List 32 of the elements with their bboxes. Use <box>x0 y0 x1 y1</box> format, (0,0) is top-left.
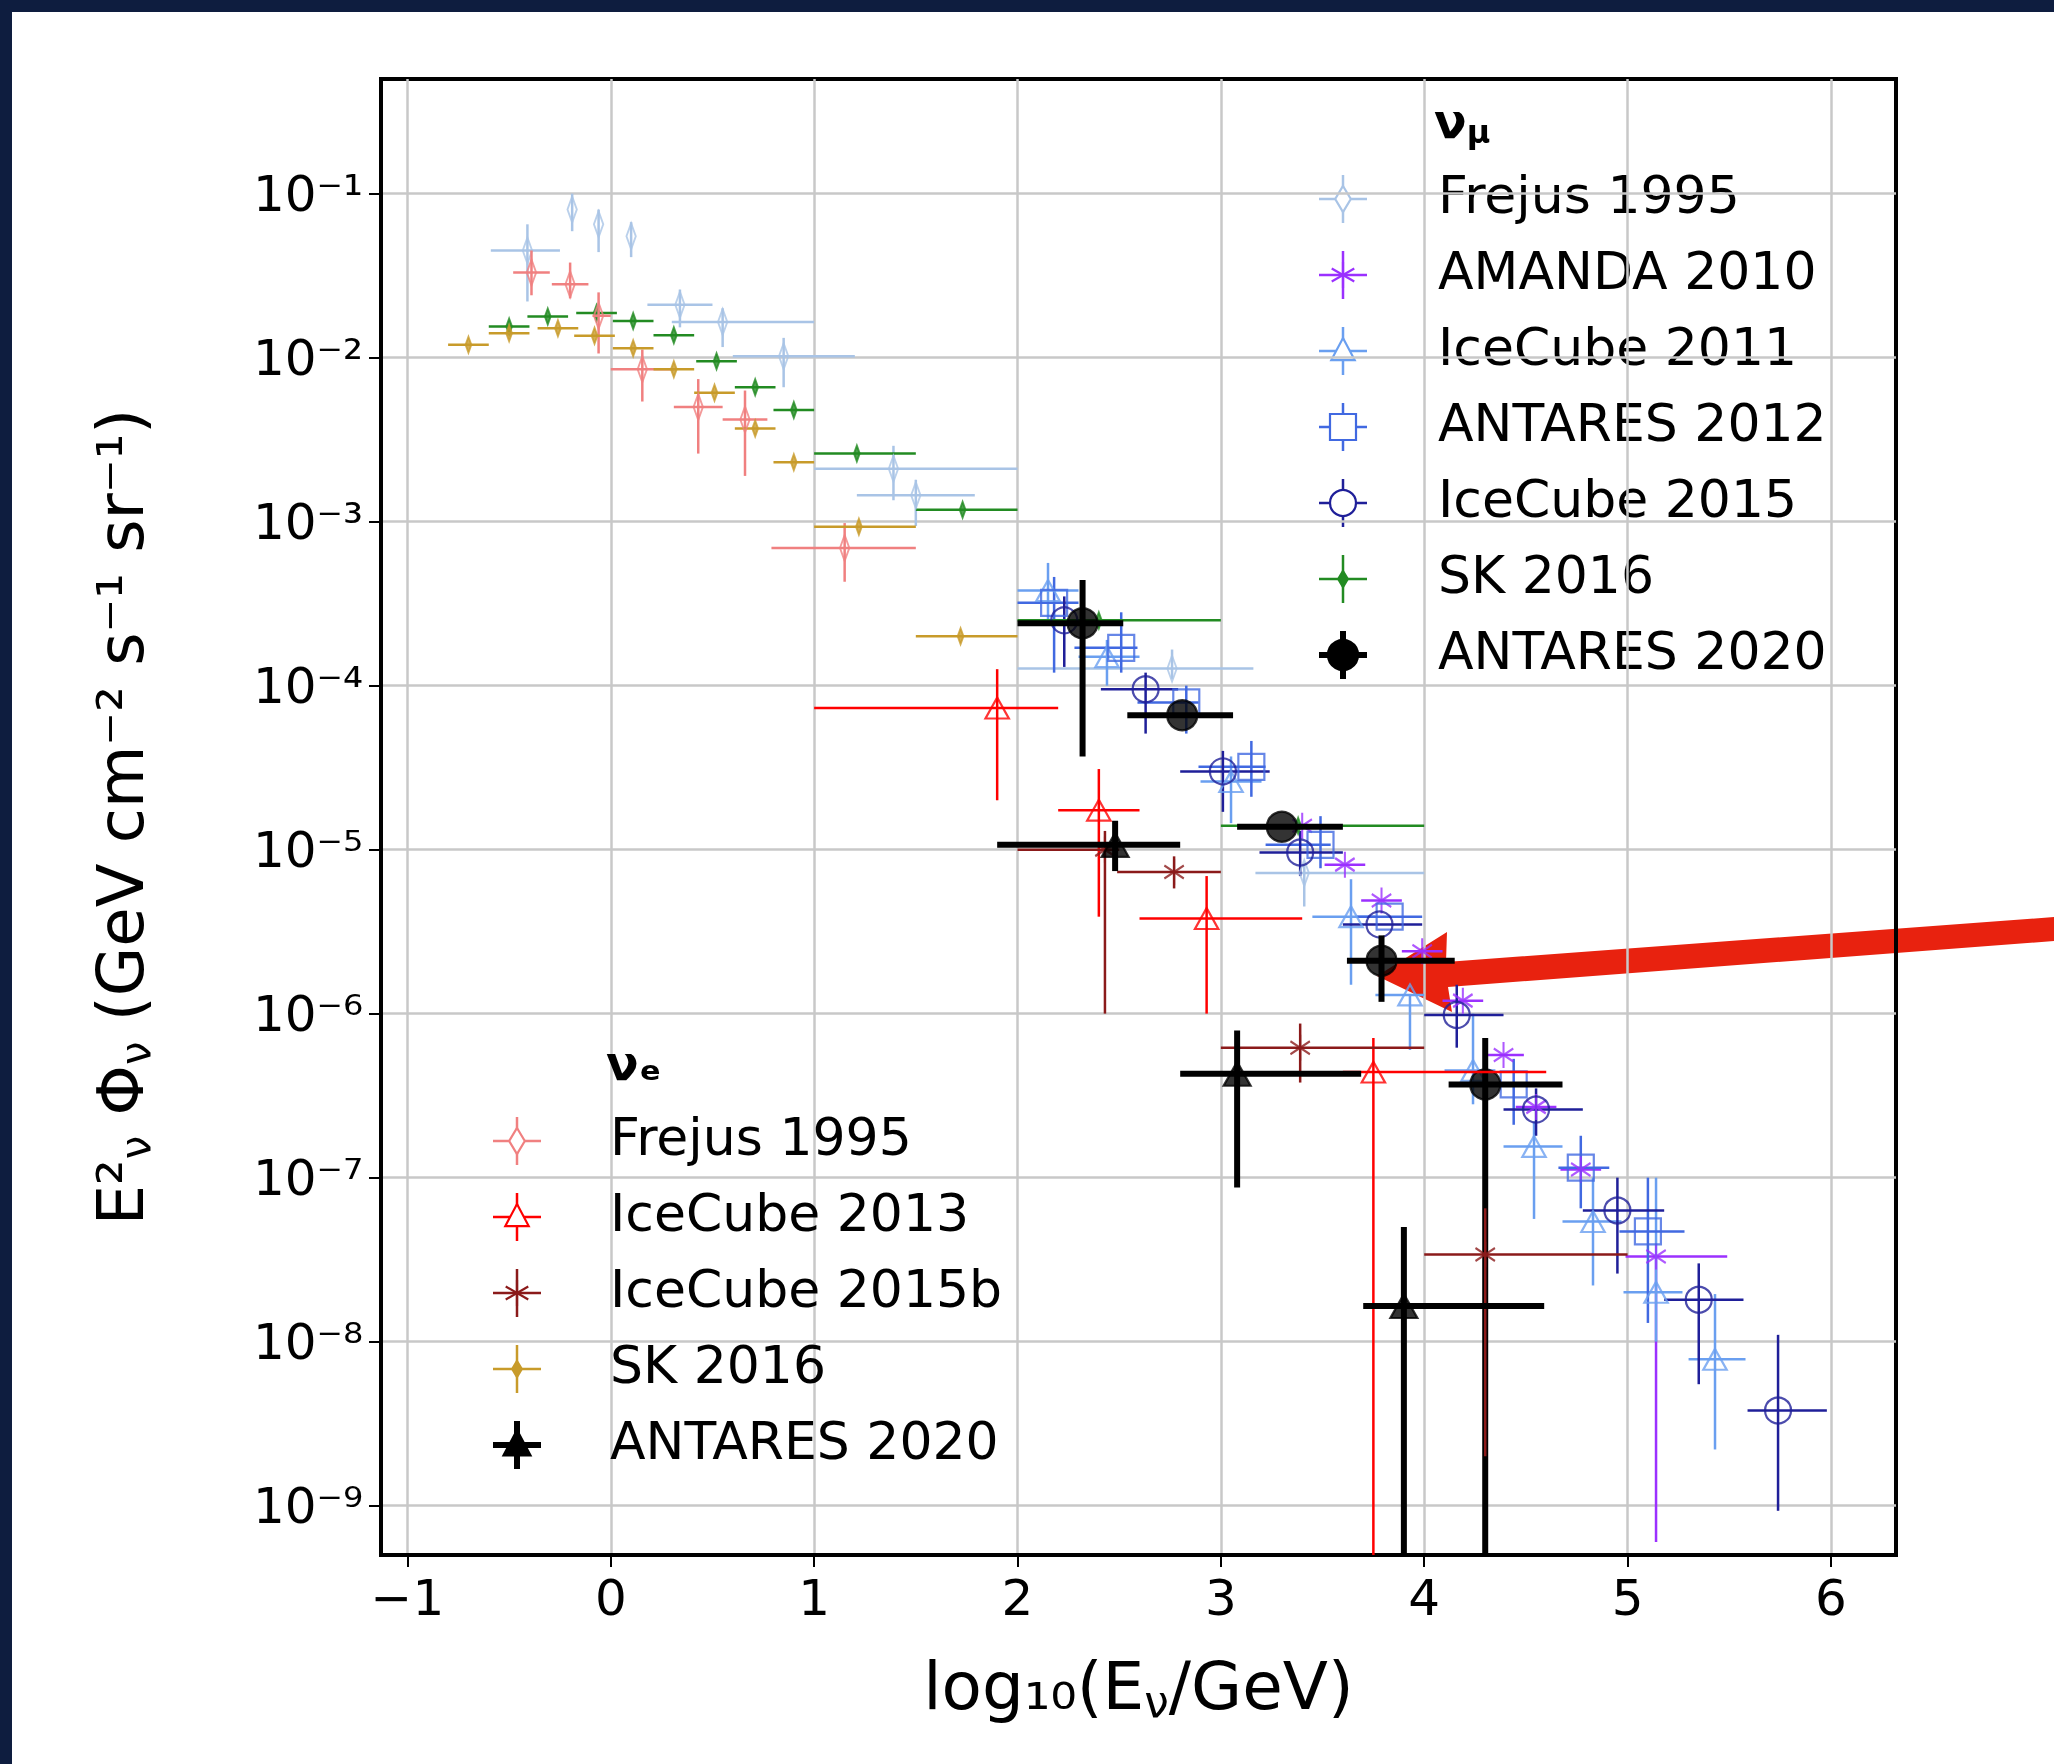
legend-label: ANTARES 2012 <box>1438 393 1827 453</box>
y-tick-label: 10⁻⁶ <box>252 984 363 1043</box>
legend-label: ANTARES 2020 <box>1438 621 1827 681</box>
y-tick-label: 10⁻² <box>252 328 363 387</box>
y-tick-label: 10⁻⁸ <box>252 1312 363 1371</box>
legend-label: SK 2016 <box>610 1335 826 1395</box>
legend-title: νₑ <box>606 1035 662 1091</box>
y-tick-label: 10⁻⁴ <box>252 656 363 715</box>
y-axis-title: E²ν Φν (GeV cm⁻² s⁻¹ sr⁻¹) <box>84 408 160 1226</box>
y-tick-label: 10⁻⁹ <box>252 1476 363 1535</box>
legend-label: Frejus 1995 <box>1438 165 1740 225</box>
y-tick-label: 10⁻⁵ <box>252 820 363 879</box>
x-axis-title: log₁₀(Eν/GeV) <box>923 1648 1354 1727</box>
legend-label: SK 2016 <box>1438 545 1654 605</box>
y-tick-label: 10⁻³ <box>252 492 363 551</box>
legend-label: ANTARES 2020 <box>610 1411 999 1471</box>
x-tick-label: 0 <box>594 1569 627 1627</box>
x-tick-label: −1 <box>370 1569 445 1627</box>
y-tick-label: 10⁻⁷ <box>252 1148 363 1207</box>
legend-label: IceCube 2011 <box>1438 317 1798 377</box>
x-tick-label: 6 <box>1815 1569 1847 1627</box>
x-tick-label: 1 <box>798 1569 831 1627</box>
legend-label: IceCube 2015b <box>610 1259 1003 1319</box>
x-tick-label: 5 <box>1611 1569 1644 1627</box>
legend-label: AMANDA 2010 <box>1438 241 1817 301</box>
x-tick-label: 3 <box>1204 1569 1237 1627</box>
y-tick-label: 10⁻¹ <box>252 164 363 223</box>
legend-label: IceCube 2013 <box>610 1183 970 1243</box>
legend-label: IceCube 2015 <box>1438 469 1798 529</box>
x-tick-label: 4 <box>1408 1569 1441 1627</box>
legend-label: Frejus 1995 <box>610 1107 912 1167</box>
x-tick-label: 2 <box>1001 1569 1034 1627</box>
